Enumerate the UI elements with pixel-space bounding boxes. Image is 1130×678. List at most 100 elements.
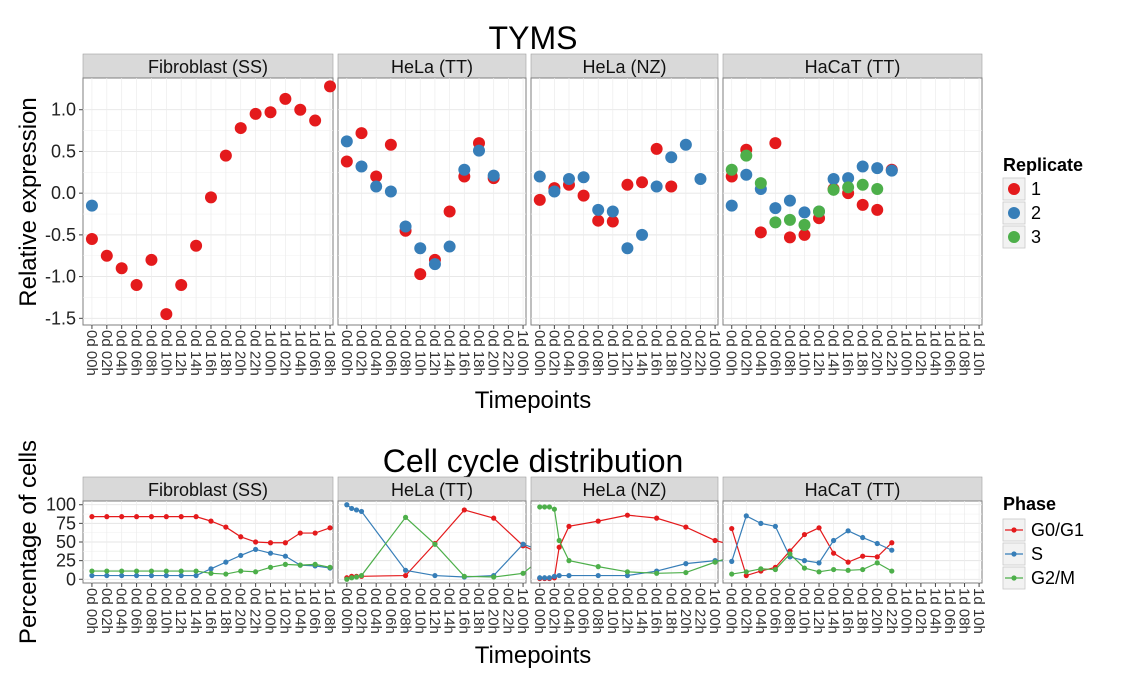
- legend-label: 1: [1031, 179, 1041, 199]
- legend-label: 3: [1031, 227, 1041, 247]
- x-tick-label: 0d 22h: [691, 330, 708, 376]
- data-point-g2-m: [208, 570, 214, 576]
- data-point-1: [294, 103, 307, 116]
- x-tick-label: 0d 00h: [338, 588, 355, 634]
- x-tick-label: 0d 12h: [618, 330, 635, 376]
- y-tick-label: 25: [56, 551, 76, 571]
- x-tick-label: 0d 14h: [825, 330, 842, 376]
- data-point-g0-g1: [712, 537, 718, 544]
- data-point-2: [679, 138, 692, 151]
- data-point-g0-g1: [267, 540, 274, 546]
- x-tick-label: 0d 08h: [589, 588, 606, 634]
- data-point-1: [769, 137, 782, 150]
- data-point-2: [636, 228, 649, 241]
- data-point-1: [533, 193, 546, 206]
- data-point-1: [636, 176, 649, 189]
- legend-item-2: 2: [1002, 201, 1041, 225]
- data-point-1: [871, 203, 884, 216]
- x-tick-label: 0d 04h: [113, 588, 130, 634]
- data-point-1: [160, 308, 173, 321]
- data-point-1: [279, 92, 292, 105]
- data-point-2: [487, 169, 500, 182]
- x-tick-label: 0d 00h: [723, 588, 740, 634]
- x-tick-label: 0d 22h: [499, 588, 516, 634]
- data-point-g0-g1: [223, 524, 229, 530]
- x-tick-label: 0d 00h: [531, 330, 548, 376]
- x-tick-label: 0d 08h: [589, 330, 606, 376]
- x-tick-label: 1d 00h: [706, 588, 723, 634]
- data-point-s: [889, 547, 895, 553]
- data-point-2: [473, 144, 485, 157]
- x-tick-label: 1d 00h: [262, 588, 279, 634]
- data-point-2: [384, 185, 397, 198]
- data-point-1: [324, 80, 337, 93]
- data-point-1: [85, 233, 98, 246]
- x-tick-label: 1d 00h: [897, 588, 914, 634]
- x-tick-label: 0d 14h: [633, 330, 650, 376]
- x-tick-label: 0d 08h: [142, 330, 159, 376]
- x-tick-label: 0d 00h: [338, 330, 355, 376]
- data-point-g0-g1: [845, 559, 851, 565]
- x-tick-label: 0d 06h: [382, 330, 399, 376]
- data-point-s: [758, 520, 764, 526]
- x-tick-label: 0d 20h: [677, 588, 694, 634]
- x-tick-label: 0d 18h: [662, 588, 679, 634]
- data-point-s: [683, 561, 689, 567]
- data-point-s: [402, 567, 409, 573]
- x-tick-label: 0d 20h: [868, 588, 885, 634]
- data-point-2: [562, 172, 575, 185]
- data-point-s: [267, 550, 274, 556]
- x-tick-label: 1d 02h: [912, 588, 929, 634]
- x-tick-label: 0d 02h: [353, 588, 370, 634]
- data-point-2: [650, 180, 663, 193]
- data-point-s: [344, 502, 350, 508]
- data-point-s: [546, 575, 553, 581]
- legend-key-point: [1008, 231, 1020, 243]
- data-point-1: [798, 228, 811, 241]
- x-tick-label: 0d 16h: [648, 330, 665, 376]
- data-point-g0-g1: [683, 524, 689, 530]
- x-tick-label: 0d 10h: [411, 330, 428, 376]
- x-tick-label: 0d 02h: [98, 330, 115, 376]
- data-point-2: [340, 135, 353, 148]
- data-point-2: [355, 160, 368, 173]
- x-tick-label: 1d 08h: [956, 588, 973, 634]
- x-tick-label: 0d 18h: [854, 330, 871, 376]
- data-point-g2-m: [267, 564, 274, 570]
- data-point-3: [769, 216, 782, 229]
- strip-label: Fibroblast (SS): [148, 57, 268, 77]
- data-point-g0-g1: [89, 514, 95, 520]
- data-point-g2-m: [89, 568, 95, 574]
- x-tick-label: 0d 06h: [766, 588, 783, 634]
- x-tick-label: 1d 06h: [306, 588, 323, 634]
- data-point-g2-m: [432, 541, 438, 547]
- data-point-g2-m: [491, 574, 497, 580]
- data-point-1: [592, 214, 605, 227]
- data-point-2: [783, 194, 796, 207]
- data-point-s: [566, 572, 572, 579]
- data-point-s: [801, 558, 808, 564]
- data-point-2: [740, 168, 753, 181]
- x-tick-label: 0d 18h: [662, 330, 679, 376]
- data-point-g2-m: [178, 568, 184, 574]
- data-point-g2-m: [537, 504, 543, 510]
- data-point-g2-m: [729, 571, 735, 577]
- data-point-s: [743, 513, 749, 519]
- data-point-g2-m: [860, 566, 866, 573]
- data-point-2: [769, 202, 782, 215]
- data-point-1: [754, 226, 767, 239]
- x-tick-label: 0d 08h: [397, 588, 414, 634]
- data-point-g0-g1: [312, 530, 318, 536]
- x-tick-label: 0d 00h: [83, 330, 100, 376]
- data-point-g0-g1: [801, 531, 808, 538]
- x-tick-label: 0d 16h: [839, 588, 856, 634]
- data-point-g2-m: [402, 514, 409, 521]
- strip-label: HeLa (TT): [391, 480, 473, 500]
- data-point-2: [871, 162, 884, 175]
- x-tick-label: 1d 04h: [926, 330, 943, 376]
- data-point-g2-m: [358, 572, 365, 579]
- data-point-3: [827, 183, 840, 196]
- data-point-s: [163, 572, 169, 579]
- data-point-s: [551, 573, 557, 579]
